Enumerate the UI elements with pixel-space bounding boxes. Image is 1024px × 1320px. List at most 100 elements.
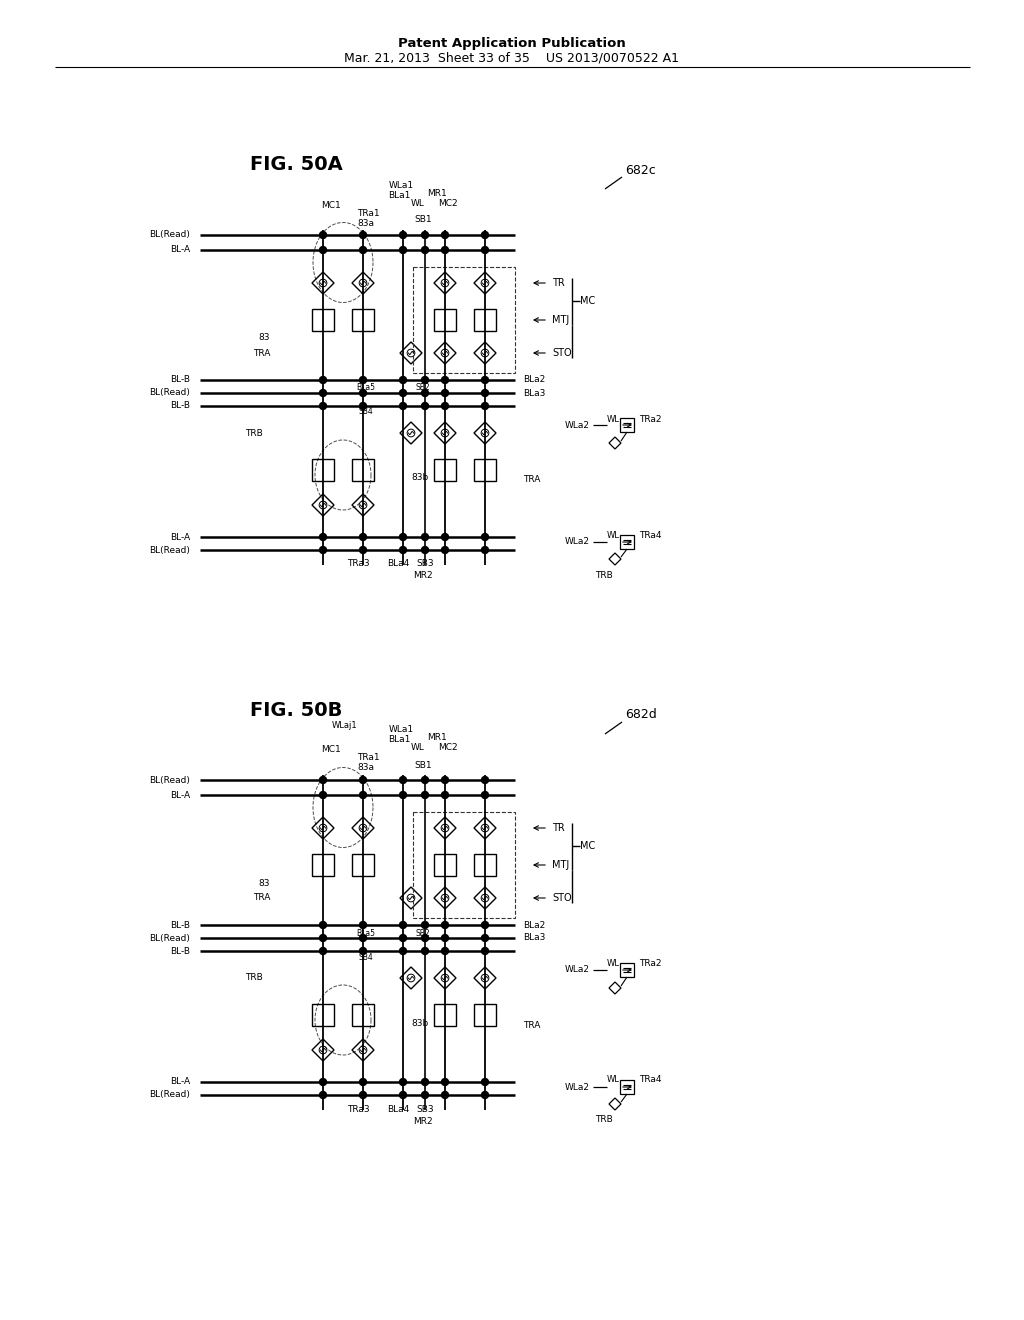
Text: 682c: 682c [625,164,655,177]
Text: BL(Read): BL(Read) [150,776,190,784]
Text: MTJ: MTJ [552,861,569,870]
Polygon shape [352,1039,374,1061]
Circle shape [319,389,327,396]
Circle shape [441,1078,449,1085]
Polygon shape [312,817,334,840]
Text: TRB: TRB [246,974,263,982]
Circle shape [319,1078,327,1085]
Text: BLa3: BLa3 [523,388,546,397]
Circle shape [359,792,367,799]
Text: MC1: MC1 [322,201,341,210]
Bar [474,1005,496,1026]
Text: WL: WL [607,414,620,424]
Text: TRa3: TRa3 [347,560,370,569]
Text: BL-B: BL-B [170,401,190,411]
Circle shape [319,403,327,409]
Circle shape [399,247,407,253]
Circle shape [359,1092,367,1098]
Text: MC2: MC2 [438,743,458,752]
Text: Mar. 21, 2013  Sheet 33 of 35    US 2013/0070522 A1: Mar. 21, 2013 Sheet 33 of 35 US 2013/007… [344,51,680,65]
Circle shape [319,921,327,928]
Bar [620,535,634,549]
Text: TRa1: TRa1 [356,209,379,218]
Circle shape [441,935,449,941]
Circle shape [422,948,428,954]
Circle shape [422,533,428,540]
Polygon shape [474,968,496,989]
Bar [312,459,334,480]
Text: STO: STO [552,348,571,358]
Text: WLa2: WLa2 [565,1082,590,1092]
Circle shape [319,776,327,784]
Circle shape [408,894,415,902]
Circle shape [408,350,415,356]
Circle shape [481,279,488,286]
Circle shape [399,792,407,799]
Text: SB4: SB4 [358,408,374,417]
Circle shape [399,546,407,553]
Circle shape [359,376,367,384]
Circle shape [359,1078,367,1085]
Text: BLa2: BLa2 [523,375,545,384]
Text: 83: 83 [258,879,270,887]
Circle shape [408,429,415,437]
Circle shape [399,389,407,396]
Text: BL-A: BL-A [170,791,190,800]
Circle shape [441,389,449,396]
Text: TRa1: TRa1 [356,754,379,763]
Text: SB1: SB1 [414,760,432,770]
Circle shape [481,247,488,253]
Polygon shape [400,968,422,989]
Circle shape [359,935,367,941]
Text: TRa3: TRa3 [347,1105,370,1114]
Polygon shape [434,342,456,364]
Polygon shape [352,494,374,516]
Bar [434,1005,456,1026]
Circle shape [441,429,449,437]
Circle shape [422,376,428,384]
Text: TRA: TRA [523,1020,541,1030]
Circle shape [422,231,428,239]
Text: WL: WL [411,198,425,207]
Circle shape [441,921,449,928]
Text: MR1: MR1 [427,189,446,198]
Text: WL: WL [411,743,425,752]
Polygon shape [609,982,621,994]
Circle shape [481,546,488,553]
Text: MC2: MC2 [438,198,458,207]
Bar [312,854,334,876]
Text: MTJ: MTJ [552,315,569,325]
Text: 83: 83 [258,334,270,342]
Circle shape [441,231,449,239]
Circle shape [359,776,367,784]
Circle shape [481,948,488,954]
Circle shape [319,546,327,553]
Circle shape [441,247,449,253]
Circle shape [481,350,488,356]
Bar [620,418,634,432]
Circle shape [441,894,449,902]
Circle shape [319,824,327,832]
Circle shape [319,247,327,253]
Circle shape [359,231,367,239]
Circle shape [399,935,407,941]
Text: 83a: 83a [357,763,375,772]
Text: TRa2: TRa2 [639,960,662,969]
Circle shape [399,403,407,409]
Text: BLa1: BLa1 [388,190,411,199]
Circle shape [441,546,449,553]
Circle shape [319,792,327,799]
Text: BL-B: BL-B [170,375,190,384]
Circle shape [441,350,449,356]
Text: TR: TR [552,279,565,288]
Circle shape [422,935,428,941]
Bar [352,309,374,331]
Circle shape [441,824,449,832]
Circle shape [319,948,327,954]
Polygon shape [434,887,456,909]
Bar [620,1080,634,1094]
Text: BLa5: BLa5 [356,928,376,937]
Circle shape [319,502,327,508]
Circle shape [399,776,407,784]
Text: SB2: SB2 [416,384,430,392]
